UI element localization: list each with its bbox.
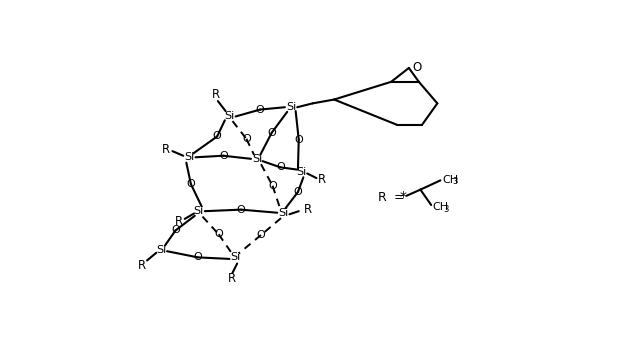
Text: Si: Si [156, 245, 166, 255]
Text: O: O [242, 134, 251, 144]
Text: O: O [268, 181, 277, 191]
Text: O: O [193, 252, 202, 262]
Text: O: O [294, 187, 302, 197]
Text: O: O [257, 230, 266, 240]
Text: Si: Si [224, 112, 235, 121]
Text: Si: Si [296, 167, 306, 177]
Text: R: R [304, 203, 312, 216]
Text: O: O [256, 105, 264, 114]
Text: CH: CH [442, 175, 458, 184]
Text: R: R [138, 258, 146, 271]
Text: O: O [276, 162, 285, 172]
Text: =: = [390, 191, 404, 204]
Text: R: R [162, 143, 170, 156]
Text: O: O [187, 179, 195, 189]
Text: O: O [294, 135, 303, 144]
Text: O: O [412, 61, 421, 74]
Text: Si: Si [278, 208, 289, 218]
Text: R: R [378, 191, 387, 204]
Text: Si: Si [230, 252, 241, 262]
Text: O: O [212, 131, 221, 142]
Text: CH: CH [433, 202, 449, 212]
Text: R: R [175, 216, 184, 229]
Text: O: O [171, 225, 180, 235]
Text: R: R [211, 88, 220, 101]
Text: Si: Si [184, 152, 195, 162]
Text: O: O [219, 151, 228, 161]
Text: Si: Si [286, 102, 296, 112]
Text: Si: Si [252, 154, 262, 164]
Text: R: R [318, 173, 326, 186]
Text: *: * [400, 190, 407, 204]
Text: R: R [228, 273, 236, 286]
Text: O: O [214, 229, 223, 239]
Text: 3: 3 [444, 205, 449, 214]
Text: 3: 3 [452, 177, 458, 186]
Text: O: O [268, 128, 276, 138]
Text: O: O [237, 205, 245, 215]
Text: Si: Si [193, 206, 204, 216]
